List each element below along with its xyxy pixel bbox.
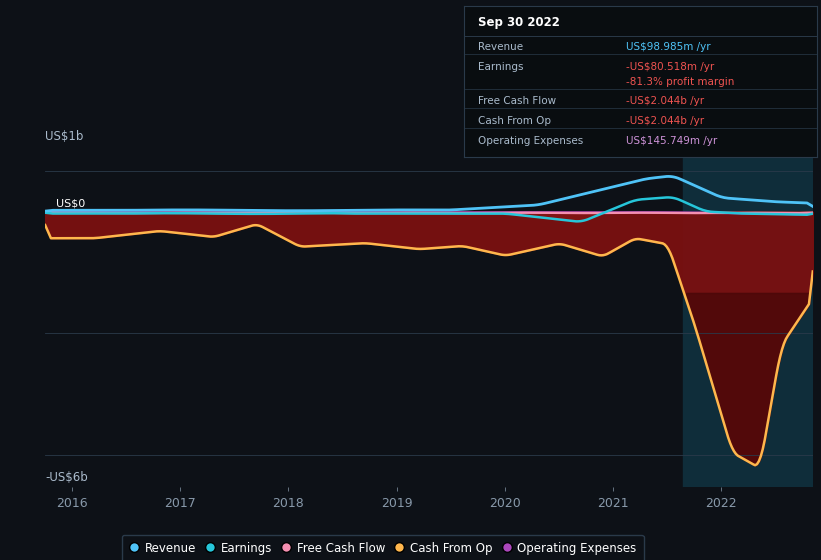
Text: -US$2.044b /yr: -US$2.044b /yr: [626, 96, 704, 106]
Legend: Revenue, Earnings, Free Cash Flow, Cash From Op, Operating Expenses: Revenue, Earnings, Free Cash Flow, Cash …: [122, 535, 644, 560]
Text: US$98.985m /yr: US$98.985m /yr: [626, 42, 711, 52]
Text: US$1b: US$1b: [45, 130, 84, 143]
Text: US$0: US$0: [56, 199, 85, 209]
Text: -81.3% profit margin: -81.3% profit margin: [626, 77, 735, 87]
Text: -US$6b: -US$6b: [45, 472, 88, 484]
Bar: [683, 151, 813, 487]
Text: Sep 30 2022: Sep 30 2022: [478, 16, 560, 29]
Text: Revenue: Revenue: [478, 42, 523, 52]
Text: Operating Expenses: Operating Expenses: [478, 136, 583, 146]
Text: US$145.749m /yr: US$145.749m /yr: [626, 136, 718, 146]
Text: Free Cash Flow: Free Cash Flow: [478, 96, 556, 106]
Text: -US$2.044b /yr: -US$2.044b /yr: [626, 116, 704, 126]
Text: Cash From Op: Cash From Op: [478, 116, 551, 126]
Text: -US$80.518m /yr: -US$80.518m /yr: [626, 62, 714, 72]
Text: Earnings: Earnings: [478, 62, 524, 72]
